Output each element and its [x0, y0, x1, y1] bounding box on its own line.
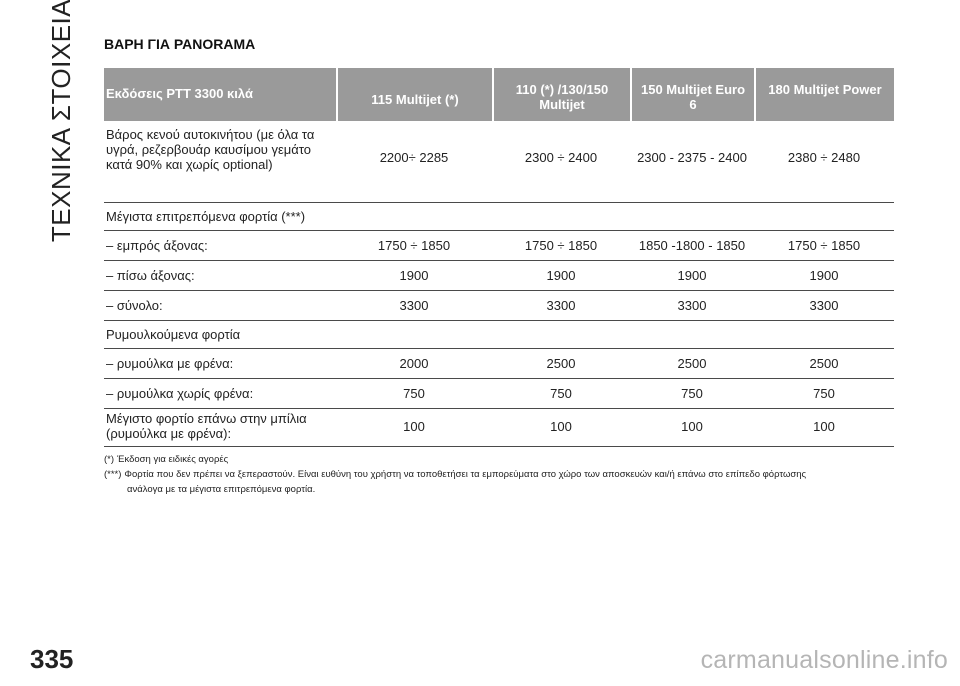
cell-value [336, 203, 492, 230]
section-side-title-text: ΤΕΧΝΙΚΑ ΣΤΟΙΧΕΙΑ [46, 0, 77, 242]
cell-value: 2300 - 2375 - 2400 [637, 150, 747, 165]
cell-value: 750 [403, 386, 425, 401]
cell-value [754, 203, 894, 230]
row-label: Μέγιστα επιτρεπόμενα φορτία (***) [106, 209, 306, 224]
footnotes: (*) Έκδοση για ειδικές αγορές (***) Φορτ… [104, 452, 894, 497]
cell-value: 100 [403, 419, 425, 434]
row-label: Βάρος κενού αυτοκινήτου (με όλα τα υγρά,… [106, 127, 315, 172]
cell-value: 1750 ÷ 1850 [377, 238, 451, 253]
footnote-text: Φορτία που δεν πρέπει να ξεπεραστούν. Εί… [124, 469, 807, 480]
footnote: (***) Φορτία που δεν πρέπει να ξεπεραστο… [104, 467, 894, 482]
cell-value [336, 321, 492, 348]
page-title: ΒΑΡΗ ΓΙΑ PANORAMA [104, 36, 256, 52]
cell-value: 100 [550, 419, 572, 434]
cell-value: 3300 [546, 298, 576, 313]
footnote-text: Έκδοση για ειδικές αγορές [117, 454, 229, 465]
row-label: – εμπρός άξονας: [106, 238, 208, 253]
row-label: Ρυμουλκούμενα φορτία [106, 327, 241, 342]
row-label: – πίσω άξονας: [106, 268, 195, 283]
page-number: 335 [30, 644, 74, 674]
cell-value: 1850 -1800 - 1850 [638, 238, 746, 253]
table-row: Ρυμουλκούμενα φορτία [104, 321, 894, 349]
header-versions: Εκδόσεις PTT 3300 κιλά [104, 68, 336, 121]
cell-value: 3300 [809, 298, 839, 313]
footnote-mark: (*) [104, 454, 115, 465]
header-110-130-150-multijet: 110 (*) /130/150 Multijet [492, 68, 630, 121]
cell-value: 3300 [399, 298, 429, 313]
cell-value: 2000 [399, 356, 429, 371]
footnote-mark: (***) [104, 469, 122, 480]
cell-value: 1750 ÷ 1850 [524, 238, 598, 253]
row-label: – σύνολο: [106, 298, 163, 313]
cell-value: 750 [813, 386, 835, 401]
cell-value: 2500 [546, 356, 576, 371]
cell-value: 2500 [809, 356, 839, 371]
cell-value: 100 [813, 419, 835, 434]
header-115-multijet: 115 Multijet (*) [336, 68, 492, 121]
cell-value: 1900 [809, 268, 839, 283]
header-180-multijet-power: 180 Multijet Power [754, 68, 894, 121]
table-row: – σύνολο: 3300 3300 3300 3300 [104, 291, 894, 321]
cell-value: 2500 [677, 356, 707, 371]
cell-value: 1750 ÷ 1850 [787, 238, 861, 253]
cell-value: 1900 [546, 268, 576, 283]
table-header: Εκδόσεις PTT 3300 κιλά 115 Multijet (*) … [104, 68, 894, 121]
cell-value [630, 203, 754, 230]
section-side-title: ΤΕΧΝΙΚΑ ΣΤΟΙΧΕΙΑ [42, 0, 82, 242]
header-150-multijet-euro6: 150 Multijet Euro 6 [630, 68, 754, 121]
table-row: – πίσω άξονας: 1900 1900 1900 1900 [104, 261, 894, 291]
cell-value [492, 203, 630, 230]
cell-value: 3300 [677, 298, 707, 313]
table-row: Μέγιστα επιτρεπόμενα φορτία (***) [104, 203, 894, 231]
weights-table: Εκδόσεις PTT 3300 κιλά 115 Multijet (*) … [104, 68, 894, 447]
table-row: – ρυμούλκα με φρένα: 2000 2500 2500 2500 [104, 349, 894, 379]
table-row: – εμπρός άξονας: 1750 ÷ 1850 1750 ÷ 1850… [104, 231, 894, 261]
cell-value [630, 321, 754, 348]
cell-value: 1900 [399, 268, 429, 283]
table-row: Μέγιστο φορτίο επάνω στην μπίλια (ρυμούλ… [104, 409, 894, 447]
footnote-continuation: ανάλογα με τα μέγιστα επιτρεπόμενα φορτί… [127, 484, 316, 495]
cell-value: 2200÷ 2285 [379, 150, 449, 165]
cell-value: 100 [681, 419, 703, 434]
row-label: Μέγιστο φορτίο επάνω στην μπίλια (ρυμούλ… [106, 411, 307, 441]
table-row: Βάρος κενού αυτοκινήτου (με όλα τα υγρά,… [104, 121, 894, 203]
table-row: – ρυμούλκα χωρίς φρένα: 750 750 750 750 [104, 379, 894, 409]
cell-value: 2300 ÷ 2400 [524, 150, 598, 165]
row-label: – ρυμούλκα χωρίς φρένα: [106, 386, 254, 401]
watermark[interactable]: carmanualsonline.info [700, 646, 948, 674]
cell-value [754, 321, 894, 348]
cell-value: 2380 ÷ 2480 [787, 150, 861, 165]
cell-value [492, 321, 630, 348]
row-label: – ρυμούλκα με φρένα: [106, 356, 234, 371]
cell-value: 750 [550, 386, 572, 401]
cell-value: 750 [681, 386, 703, 401]
footnote: (*) Έκδοση για ειδικές αγορές [104, 452, 894, 467]
cell-value: 1900 [677, 268, 707, 283]
